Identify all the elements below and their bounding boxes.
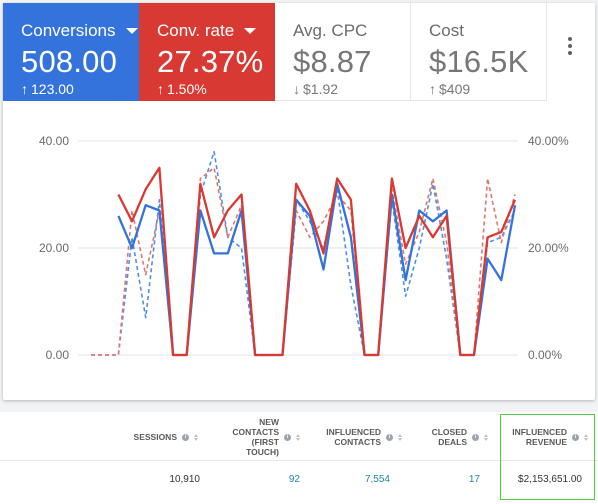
- info-icon[interactable]: i: [386, 433, 393, 441]
- metric-change-value: 123.00: [31, 81, 74, 97]
- highlight-box: [500, 414, 595, 500]
- metric-label-row: Cost: [429, 21, 546, 41]
- column-header-influenced-contacts[interactable]: INFLUENCED CONTACTS i: [310, 412, 402, 462]
- y-left-tick-label: 20.00: [39, 241, 69, 255]
- column-header-label: SESSIONS: [133, 432, 177, 442]
- column-header-sessions[interactable]: SESSIONS i: [120, 412, 198, 462]
- metric-value: $16.5K: [429, 44, 529, 79]
- arrow-up-icon: ↑: [21, 81, 28, 97]
- y-left-tick-label: 0.00: [46, 348, 70, 362]
- y-right-tick-label: 40.00%: [528, 134, 569, 148]
- metric-change: ↑ 1.50%: [157, 81, 275, 97]
- series-line-1: [117, 166, 517, 357]
- y-right-tick-label: 0.00%: [528, 348, 562, 362]
- column-header-label: INFLUENCED REVENUE: [512, 427, 567, 447]
- metric-label: Conv. rate: [157, 21, 235, 40]
- metric-label: Conversions: [21, 21, 116, 40]
- arrow-up-icon: ↑: [157, 81, 164, 97]
- metric-tiles: Conversions 508.00 ↑ 123.00 Conv. rate 2…: [3, 3, 595, 101]
- performance-card: Conversions 508.00 ↑ 123.00 Conv. rate 2…: [3, 3, 595, 400]
- metric-change: ↓ $1.92: [293, 81, 410, 97]
- metric-change-value: 1.50%: [167, 81, 207, 97]
- cell-closed-deals[interactable]: 17: [468, 474, 480, 485]
- metric-tile-conversions[interactable]: Conversions 508.00 ↑ 123.00: [3, 3, 139, 101]
- metric-tile-conv-rate[interactable]: Conv. rate 27.37% ↑ 1.50%: [139, 3, 275, 101]
- cell-influenced-contacts[interactable]: 7,554: [364, 474, 390, 485]
- table-divider: [0, 460, 598, 461]
- sort-icon[interactable]: [484, 433, 488, 441]
- column-header-label: NEW CONTACTS (FIRST TOUCH): [232, 417, 279, 457]
- metric-change: ↑ 123.00: [21, 81, 139, 97]
- metric-change-value: $1.92: [303, 81, 339, 97]
- metric-change: ↑ $409: [429, 81, 546, 97]
- info-icon[interactable]: i: [182, 433, 189, 441]
- column-header-label: CLOSED DEALS: [431, 427, 467, 447]
- metric-label-row: Avg. CPC: [293, 21, 410, 41]
- sort-icon[interactable]: [398, 433, 402, 441]
- cell-influenced-revenue: $2,153,651.00: [518, 474, 582, 485]
- metric-label: Avg. CPC: [293, 21, 368, 40]
- sort-icon[interactable]: [584, 433, 588, 441]
- metric-label-row: Conv. rate: [157, 21, 275, 41]
- metric-tile-cost[interactable]: Cost $16.5K ↑ $409: [411, 3, 547, 101]
- info-icon[interactable]: i: [472, 433, 479, 441]
- metric-value: $8.87: [293, 44, 372, 79]
- column-header-closed-deals[interactable]: CLOSED DEALS i: [412, 412, 488, 462]
- metric-label: Cost: [429, 21, 464, 40]
- info-icon[interactable]: i: [284, 433, 291, 441]
- sort-icon[interactable]: [296, 433, 300, 441]
- metric-change-value: $409: [439, 81, 471, 97]
- arrow-down-icon: ↓: [293, 81, 300, 97]
- arrow-up-icon: ↑: [429, 81, 436, 97]
- sort-icon[interactable]: [194, 433, 198, 441]
- column-header-new-contacts[interactable]: NEW CONTACTS (FIRST TOUCH) i: [220, 412, 300, 462]
- cell-sessions: 10,910: [169, 474, 200, 485]
- column-header-label: INFLUENCED CONTACTS: [326, 427, 381, 447]
- performance-chart: 40.00 40.00% 20.00 20.00% 0.00 0.00%: [39, 134, 569, 362]
- metrics-table: SESSIONS i NEW CONTACTS (FIRST TOUCH) i …: [0, 412, 598, 504]
- cell-new-contacts[interactable]: 92: [288, 474, 300, 485]
- metric-value: 27.37%: [157, 44, 264, 79]
- column-header-influenced-revenue[interactable]: INFLUENCED REVENUE i: [502, 412, 588, 462]
- caret-down-icon[interactable]: [125, 28, 138, 34]
- series-line-3: [91, 167, 516, 356]
- more-options-icon[interactable]: [555, 31, 585, 61]
- metric-tile-avg-cpc[interactable]: Avg. CPC $8.87 ↓ $1.92: [275, 3, 411, 101]
- caret-down-icon[interactable]: [244, 28, 257, 34]
- metric-label-row: Conversions: [21, 21, 139, 41]
- y-left-tick-label: 40.00: [39, 134, 69, 148]
- info-icon[interactable]: i: [572, 433, 579, 441]
- y-right-tick-label: 20.00%: [528, 241, 569, 255]
- series-line-0: [117, 182, 517, 357]
- metric-value: 508.00: [21, 44, 118, 79]
